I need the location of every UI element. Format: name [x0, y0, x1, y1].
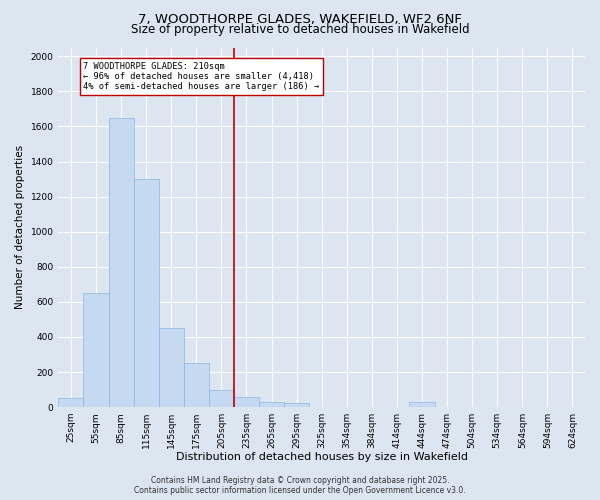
- Bar: [58, 398, 83, 407]
- Y-axis label: Number of detached properties: Number of detached properties: [15, 145, 25, 310]
- Bar: [409, 402, 434, 407]
- Bar: [184, 363, 209, 407]
- Text: Contains HM Land Registry data © Crown copyright and database right 2025.
Contai: Contains HM Land Registry data © Crown c…: [134, 476, 466, 495]
- Bar: [209, 390, 234, 407]
- Bar: [109, 118, 134, 407]
- Bar: [159, 328, 184, 407]
- Bar: [259, 402, 284, 407]
- Bar: [234, 396, 259, 407]
- X-axis label: Distribution of detached houses by size in Wakefield: Distribution of detached houses by size …: [176, 452, 468, 462]
- Text: Size of property relative to detached houses in Wakefield: Size of property relative to detached ho…: [131, 22, 469, 36]
- Bar: [134, 179, 159, 407]
- Text: 7, WOODTHORPE GLADES, WAKEFIELD, WF2 6NF: 7, WOODTHORPE GLADES, WAKEFIELD, WF2 6NF: [138, 12, 462, 26]
- Bar: [284, 402, 309, 407]
- Text: 7 WOODTHORPE GLADES: 210sqm
← 96% of detached houses are smaller (4,418)
4% of s: 7 WOODTHORPE GLADES: 210sqm ← 96% of det…: [83, 62, 320, 92]
- Bar: [83, 293, 109, 407]
